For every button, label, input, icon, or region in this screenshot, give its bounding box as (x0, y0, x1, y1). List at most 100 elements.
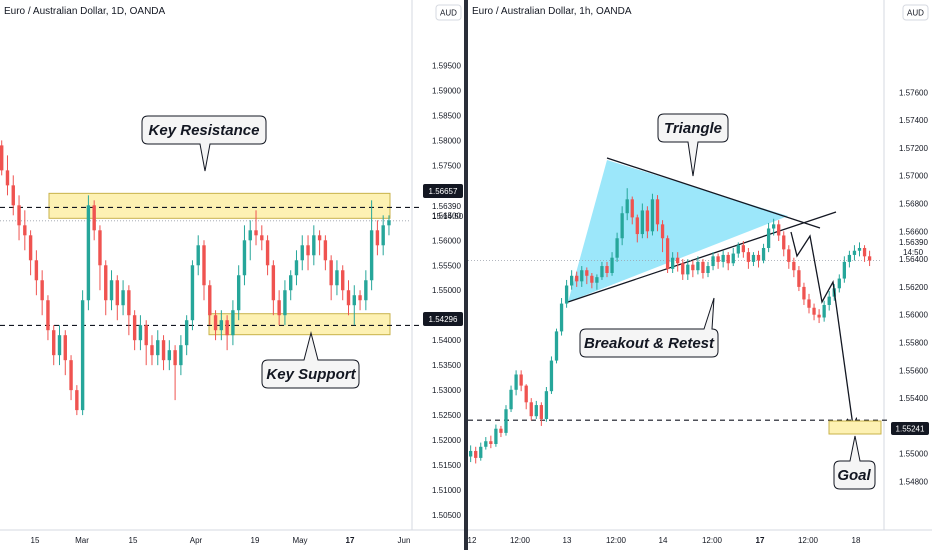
panel-divider (464, 0, 468, 550)
candle (625, 188, 629, 221)
candle-body (98, 230, 102, 266)
candle-body (696, 261, 700, 271)
candle-body (144, 325, 148, 346)
candle (167, 340, 172, 371)
candle (323, 235, 328, 271)
left-x-axis-ticks: 15 Mar 15 Apr 19 May 17 Jun (31, 536, 411, 545)
y-tick-label: 1.53000 (432, 386, 461, 395)
candle (179, 335, 183, 376)
candle (701, 259, 705, 279)
y-tick-label: 1.58000 (432, 136, 461, 145)
candle (104, 260, 108, 316)
candle (812, 303, 816, 321)
candle (28, 230, 33, 276)
candle (52, 325, 56, 366)
candle-body (686, 264, 690, 275)
candle-body (346, 290, 351, 306)
candle-body (807, 299, 811, 308)
candle-body (852, 250, 857, 255)
candle (254, 210, 258, 246)
y-tick-label: 1.56200 (899, 283, 928, 292)
candle (650, 193, 655, 236)
candle (772, 218, 776, 236)
key-resistance-label: Key Resistance (149, 122, 260, 139)
x-tick-label: 18 (852, 536, 861, 545)
candle-body (605, 266, 609, 273)
candle (138, 315, 143, 351)
candle-body (549, 360, 554, 392)
candle-body (161, 340, 166, 361)
candle (40, 270, 44, 316)
candle-body (150, 345, 154, 356)
y-tick-label: 1.55000 (899, 450, 928, 459)
candle (196, 235, 200, 276)
x-tick-label: 14 (659, 536, 668, 545)
right-last-price-label: 1.56390 (899, 238, 928, 247)
y-tick-label: 1.56500 (432, 211, 461, 220)
candle (792, 257, 796, 278)
candle (726, 252, 730, 271)
candle (346, 280, 351, 316)
y-tick-label: 1.59500 (432, 61, 461, 70)
candle-body (260, 235, 264, 241)
left-currency-button[interactable]: AUD (435, 4, 462, 21)
candle (317, 230, 322, 256)
candle (387, 215, 391, 236)
candle-body (726, 254, 730, 264)
candle-body (494, 428, 498, 444)
right-currency-button[interactable]: AUD (902, 4, 929, 21)
right-chart-panel: Euro / Australian Dollar, 1h, OANDA AUD … (468, 0, 932, 550)
x-tick-label: Apr (190, 536, 203, 545)
candle (156, 330, 160, 366)
support-price-tag: 1.54296 (423, 312, 463, 326)
candle (358, 290, 362, 311)
key-support-callout: Key Support (261, 331, 360, 389)
candle-body (650, 199, 655, 232)
candle-body (375, 230, 380, 246)
candle-body (792, 261, 796, 271)
candle (352, 285, 356, 326)
y-tick-label: 1.57200 (899, 144, 928, 153)
candle (681, 259, 685, 280)
x-tick-label: 17 (756, 536, 765, 545)
goal-label: Goal (837, 467, 871, 484)
candle-body (474, 450, 478, 458)
y-tick-label: 1.50500 (432, 511, 461, 520)
candle (711, 252, 715, 271)
candle (271, 260, 276, 316)
left-chart-title: Euro / Australian Dollar, 1D, OANDA (4, 6, 166, 17)
candle (837, 274, 841, 293)
candle (17, 195, 21, 241)
candle (580, 266, 584, 287)
candle-body (544, 391, 549, 419)
candle (847, 250, 852, 268)
candle (11, 175, 15, 216)
left-chart-background (0, 0, 466, 550)
candle-body (277, 300, 281, 316)
goal-price-label: 1.55241 (896, 425, 925, 434)
candle (696, 256, 700, 275)
candle-body (23, 225, 27, 236)
candle-body (132, 315, 137, 341)
candle (787, 245, 791, 269)
candle (514, 370, 518, 396)
y-tick-label: 1.51500 (432, 461, 461, 470)
candle-body (225, 320, 229, 336)
key-support-label: Key Support (266, 366, 356, 383)
x-tick-label: Mar (75, 536, 89, 545)
triangle-lower-trendline (567, 211, 837, 303)
y-tick-label: 1.51000 (432, 486, 461, 495)
right-chart-title: Euro / Australian Dollar, 1h, OANDA (472, 6, 632, 17)
candle (867, 250, 872, 267)
candle-body (335, 270, 339, 286)
candle (635, 214, 639, 243)
candle-body (499, 428, 503, 433)
candle (80, 290, 85, 416)
candle-body (711, 256, 715, 267)
candle (782, 231, 786, 257)
candle-body (772, 224, 776, 229)
candle-body (625, 199, 629, 214)
y-tick-label: 1.55600 (899, 366, 928, 375)
candle (341, 265, 345, 301)
candle (173, 345, 177, 401)
